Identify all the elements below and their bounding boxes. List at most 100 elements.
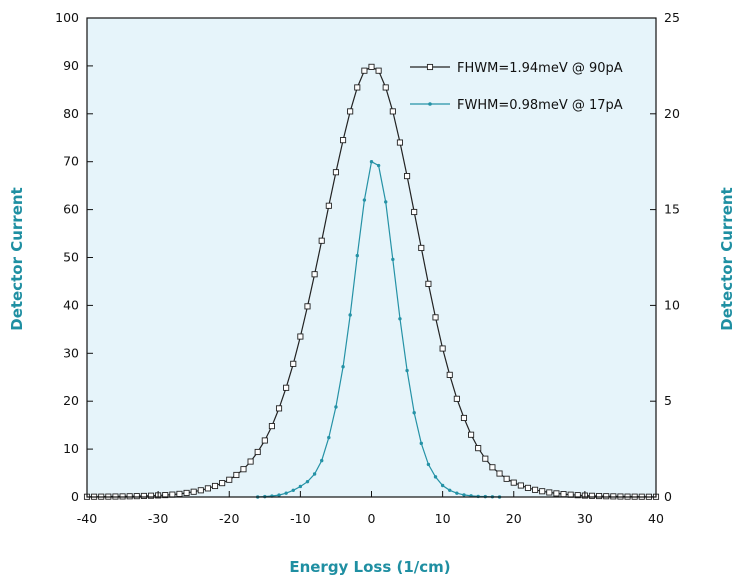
y-tick-label-left: 80 [63,106,79,121]
data-point-series-1 [290,360,297,367]
data-point-series-1 [304,303,311,310]
data-point-series-2 [405,368,409,373]
data-point-series-1 [183,489,190,496]
x-axis-title: Energy Loss (1/cm) [289,558,450,576]
data-point-series-1 [211,482,219,490]
data-point-series-2 [391,257,395,262]
data-point-series-1 [503,475,510,482]
data-point-series-2 [440,483,445,488]
data-point-series-2 [384,200,388,204]
legend-swatch-marker-1 [426,63,434,71]
y-tick-label-right: 15 [664,202,680,217]
y-tick-label-right: 5 [664,393,672,408]
data-point-series-1 [510,479,517,486]
data-point-series-1 [233,471,240,479]
data-point-series-2 [448,488,452,492]
data-point-series-1 [588,492,596,499]
data-point-series-1 [332,169,339,176]
data-point-series-2 [277,493,281,497]
data-point-series-2 [412,410,416,415]
data-point-series-1 [446,371,453,378]
data-point-series-2 [341,365,345,369]
data-point-series-1 [524,484,532,491]
data-point-series-1 [432,314,439,321]
data-point-series-1 [368,63,375,70]
data-point-series-1 [261,437,268,444]
y-tick-label-left: 60 [63,202,79,217]
data-point-series-1 [361,67,368,74]
data-point-series-1 [539,488,546,495]
y-tick-label-left: 30 [63,345,79,360]
data-point-series-1 [546,489,553,496]
data-point-series-2 [455,491,459,495]
data-point-series-1 [240,466,247,473]
data-point-series-2 [433,475,438,479]
data-point-series-1 [574,492,581,499]
data-point-series-1 [126,493,133,500]
legend: FHWM=1.94meV @ 90pA FWHM=0.98meV @ 17pA [410,61,623,113]
data-point-series-1 [354,84,361,91]
x-tick-label: 20 [506,511,522,526]
data-point-series-1 [283,384,290,391]
data-point-series-1 [268,423,275,430]
x-tick-label: 40 [648,511,664,526]
y-tick-label-left: 10 [63,441,79,456]
data-point-series-1 [162,492,169,499]
data-point-series-2 [362,198,367,202]
data-point-series-1 [190,488,197,495]
legend-label-2: FWHM=0.98meV @ 17pA [457,98,623,113]
legend-label-1: FHWM=1.94meV @ 90pA [457,61,623,76]
data-point-series-1 [226,476,233,483]
data-point-series-1 [133,493,140,500]
data-point-series-1 [425,280,432,287]
data-point-series-2 [355,253,359,258]
data-point-series-2 [320,458,324,463]
data-point-series-2 [312,472,317,476]
data-point-series-1 [340,137,347,144]
data-point-series-1 [297,333,304,340]
data-point-series-1 [411,208,418,216]
y-tick-label-left: 20 [63,393,79,408]
data-point-series-1 [389,108,396,115]
data-point-series-1 [347,108,354,115]
data-point-series-1 [596,492,603,500]
data-point-series-1 [468,431,475,438]
y-tick-label-right: 10 [664,297,680,312]
data-point-series-1 [453,395,460,402]
data-point-series-1 [460,414,468,422]
x-tick-label: 10 [435,511,451,526]
data-point-series-1 [219,480,226,487]
data-point-series-1 [318,237,325,244]
y-axis-title-left: Detector Current [8,187,26,330]
data-point-series-1 [375,67,382,74]
y-tick-label-right: 0 [664,489,672,504]
data-point-series-2 [462,493,466,497]
y-tick-label-left: 90 [63,58,79,73]
data-point-series-2 [348,313,352,317]
x-tick-label: -40 [77,511,97,526]
data-point-series-1 [560,491,567,498]
y-tick-label-right: 25 [664,10,680,25]
data-point-series-1 [147,492,155,499]
data-point-series-1 [254,448,261,456]
series-layer [83,63,660,500]
legend-swatch-marker-2 [428,102,432,106]
data-point-series-1 [482,455,489,462]
y-tick-label-left: 100 [55,10,79,25]
x-tick-label: -30 [148,511,168,526]
data-point-series-1 [176,490,183,497]
y-tick-label-left: 50 [63,250,79,265]
data-point-series-2 [305,479,310,484]
data-point-series-1 [553,490,560,497]
data-point-series-1 [140,492,147,499]
data-point-series-2 [376,163,381,168]
data-point-series-2 [369,160,374,164]
data-point-series-1 [325,202,332,209]
plot-area [87,18,656,497]
data-point-series-1 [204,485,211,492]
data-point-series-1 [439,345,446,352]
data-point-series-1 [197,487,204,494]
y-tick-label-left: 0 [71,489,79,504]
